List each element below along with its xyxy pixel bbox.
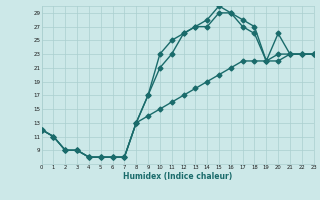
X-axis label: Humidex (Indice chaleur): Humidex (Indice chaleur) bbox=[123, 172, 232, 181]
